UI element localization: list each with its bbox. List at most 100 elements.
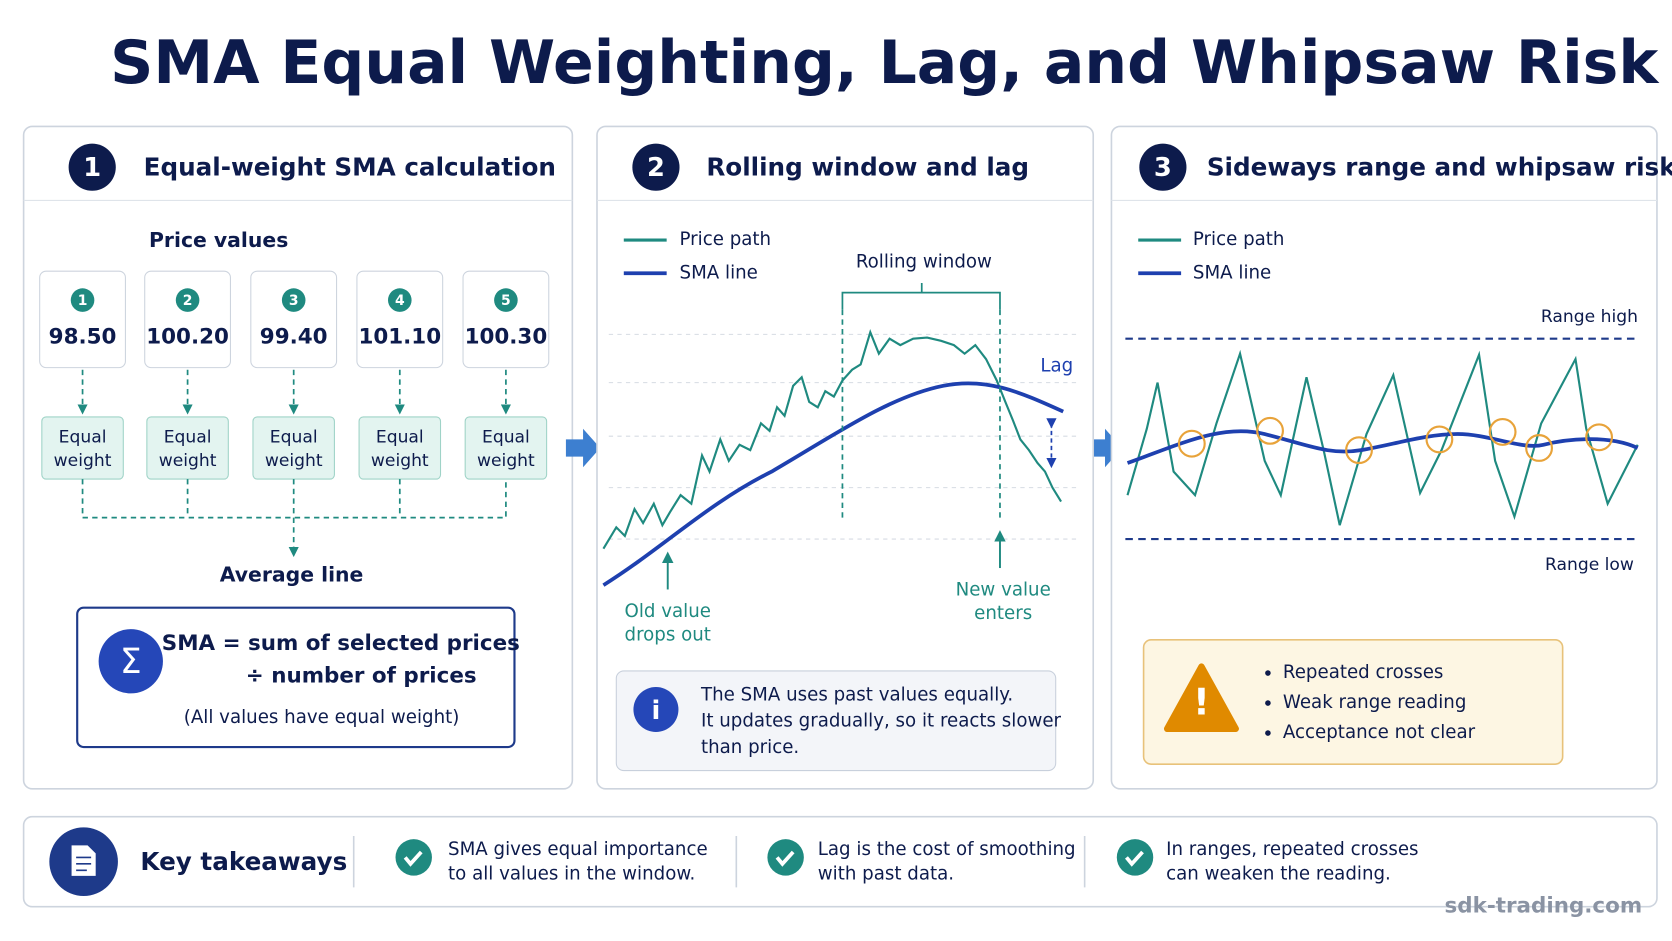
- cross-marker: [1177, 429, 1206, 458]
- formula-box: [76, 606, 516, 749]
- cross-marker: [1488, 417, 1517, 446]
- weight-label: Equal: [164, 427, 212, 447]
- rolling-window-label: Rolling window: [856, 252, 992, 273]
- index-badge: [70, 288, 95, 312]
- formula-note: (All values have equal weight): [184, 707, 460, 728]
- annotation: enters: [974, 603, 1032, 624]
- info-line: It updates gradually, so it reacts slowe…: [701, 710, 1062, 731]
- sigma-icon: [98, 629, 163, 694]
- index-badge: [388, 288, 412, 312]
- lag-label: Lag: [1040, 356, 1073, 377]
- info-line: than price.: [701, 737, 799, 758]
- sma-line: [1126, 429, 1639, 465]
- takeaway-list: SMA gives equal importance to all values …: [395, 839, 1419, 885]
- formula-line: ÷ number of prices: [246, 663, 477, 688]
- warning-box: [1142, 639, 1564, 765]
- panel-number: 1: [83, 153, 101, 183]
- takeaway-text: with past data.: [818, 864, 954, 885]
- range-bounds: [1125, 337, 1638, 541]
- price-box: [39, 270, 126, 369]
- average-label: Average line: [220, 563, 364, 587]
- takeaway-text: SMA gives equal importance: [448, 839, 708, 860]
- weight-box: [464, 416, 548, 480]
- check-icon: [395, 839, 432, 876]
- price-box: [144, 270, 231, 369]
- weight-label: weight: [54, 451, 112, 471]
- price-box: [250, 270, 338, 369]
- legend-label: Price path: [1193, 229, 1285, 250]
- info-line: The SMA uses past values equally.: [700, 685, 1013, 706]
- footer: sdk-trading.com: [1445, 894, 1643, 919]
- cross-marker: [1345, 436, 1373, 465]
- flow-arrow: [565, 428, 601, 468]
- price-boxes: 1 98.50 Equal weight 2 100.20 Equal weight 3 99.4…: [39, 270, 550, 480]
- cross-marker: [1525, 434, 1554, 462]
- takeaway-text: to all values in the window.: [448, 864, 695, 885]
- connector: [81, 479, 507, 519]
- formula-line: SMA = sum of selected prices: [162, 631, 520, 656]
- separators: [352, 835, 1086, 888]
- legend-label: SMA line: [680, 262, 758, 283]
- bullet: [1265, 730, 1271, 736]
- check-glyph: [403, 850, 423, 867]
- bullet: [1265, 670, 1271, 676]
- cross-marker: [1425, 425, 1454, 454]
- warning-item: Repeated crosses: [1283, 662, 1444, 683]
- weight-label: weight: [371, 451, 429, 471]
- panel-title: Equal-weight SMA calculation: [144, 152, 556, 181]
- number-badge: [68, 143, 116, 191]
- price-index: 5: [501, 293, 511, 309]
- check-icon: [767, 839, 804, 876]
- price-index: 3: [289, 293, 299, 309]
- info-icon: [633, 686, 679, 733]
- weight-label: Equal: [376, 427, 424, 447]
- annotation: New value: [956, 580, 1051, 601]
- cross-markers: [1177, 416, 1614, 465]
- price-index: 4: [395, 293, 405, 309]
- window-bracket: [841, 282, 1001, 310]
- annotation: drops out: [625, 625, 711, 646]
- price-value: 99.40: [260, 325, 328, 350]
- index-badge: [494, 288, 518, 312]
- page-title: SMA Equal Weighting, Lag, and Whipsaw Ri…: [110, 28, 1660, 98]
- cross-marker: [1256, 416, 1284, 445]
- weight-label: weight: [159, 451, 217, 471]
- takeaway-text: Lag is the cost of smoothing: [818, 839, 1076, 860]
- weight-label: Equal: [270, 427, 318, 447]
- price-box: [356, 270, 444, 369]
- price-value: 100.30: [465, 325, 548, 350]
- doc-glyph: [69, 843, 98, 878]
- legend-label: Price path: [680, 229, 772, 250]
- panel-title: Rolling window and lag: [706, 152, 1029, 181]
- panel: [1110, 125, 1658, 790]
- number-badge: [1139, 143, 1187, 191]
- range-label: Range high: [1541, 307, 1638, 327]
- window-edge: [841, 309, 1001, 522]
- price-value: 101.10: [358, 325, 441, 350]
- takeaways-box: [22, 815, 1658, 908]
- weight-label: Equal: [59, 427, 107, 447]
- range-label: Range low: [1545, 555, 1634, 575]
- check-glyph: [775, 850, 795, 867]
- check-glyph: [1125, 850, 1144, 867]
- warning-icon: [1163, 663, 1239, 733]
- takeaways-title: Key takeaways: [140, 847, 347, 876]
- warning-item: Weak range reading: [1283, 692, 1466, 713]
- cross-marker: [1585, 423, 1614, 452]
- price-index: 1: [78, 293, 88, 309]
- takeaway-text: can weaken the reading.: [1166, 864, 1391, 885]
- legend-label: SMA line: [1193, 262, 1271, 283]
- warning-glyph: !: [1193, 681, 1210, 724]
- index-badge: [281, 288, 306, 312]
- price-path: [602, 328, 1062, 550]
- number-badge: [632, 143, 680, 191]
- takeaway-text: In ranges, repeated crosses: [1166, 839, 1418, 860]
- info-glyph: i: [652, 696, 661, 726]
- panel-number: 3: [1154, 153, 1172, 183]
- weight-label: weight: [477, 451, 535, 471]
- sigma: Σ: [120, 642, 142, 682]
- weight-label: weight: [265, 451, 323, 471]
- weight-label: Equal: [482, 427, 530, 447]
- price-value: 98.50: [49, 325, 117, 350]
